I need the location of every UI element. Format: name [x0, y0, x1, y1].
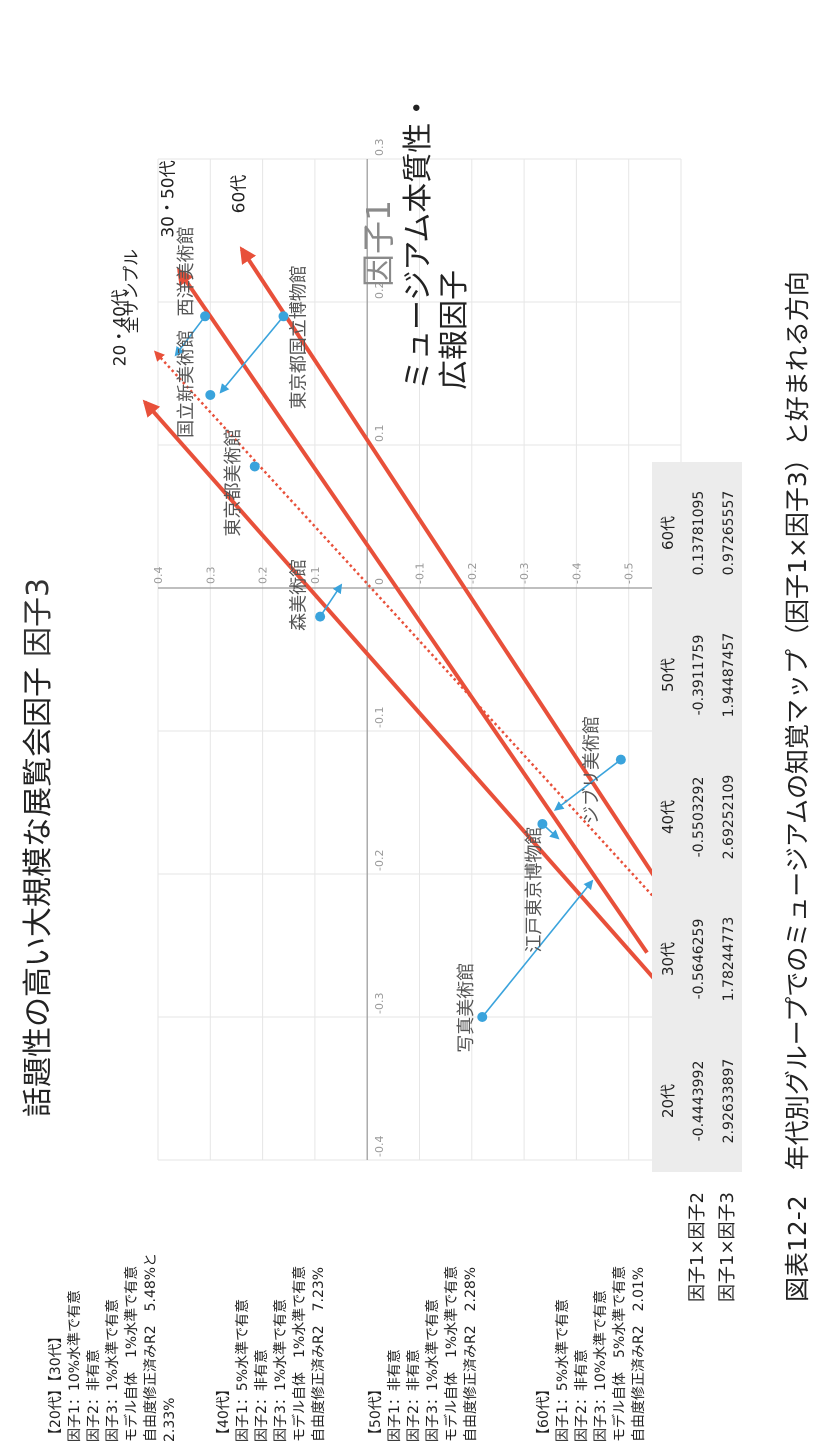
y-tick-label: 0.1	[309, 567, 322, 585]
x-tick-label: -0.1	[373, 707, 386, 728]
data-point	[615, 754, 626, 765]
series-arrow	[239, 246, 660, 883]
note-line: モデル自体 1%水準で有意	[291, 1266, 308, 1442]
series-label: 20・40代	[111, 289, 131, 366]
projection-arrow	[553, 758, 622, 811]
x-tick-label: 0.2	[373, 282, 386, 300]
table-cell: 0.97265557	[721, 491, 737, 576]
y-axis-sublabel: ミュージアム本質性・	[401, 93, 436, 390]
data-point	[249, 461, 260, 472]
note-heading: 【60代】	[536, 1382, 552, 1442]
note-line: 2.33%	[162, 1398, 178, 1442]
table-header-cell: 60代	[659, 516, 677, 550]
series-label: 全サンプル	[122, 249, 142, 334]
data-point	[205, 389, 216, 400]
y-axis-label: 因子1	[359, 200, 398, 287]
note-heading: 【40代】	[216, 1382, 232, 1442]
table-row-label: 因子1×因子3	[717, 1192, 738, 1302]
series-label: 30・50代	[159, 160, 179, 237]
note-heading: 【50代】	[368, 1382, 384, 1442]
x-tick-label: -0.2	[373, 850, 386, 871]
note-line: 因子1：非有意	[386, 1349, 403, 1442]
table-cell: -0.5646259	[691, 919, 707, 1000]
y-tick-label: -0.5	[623, 563, 636, 584]
x-tick-label: 0.3	[373, 139, 386, 157]
series-label: 60代	[229, 175, 249, 214]
x-tick-label: 0.1	[373, 425, 386, 443]
note-line: 因子1：5%水準で有意	[234, 1299, 251, 1442]
table-cell: 2.92633897	[721, 1059, 737, 1144]
y-tick-label: -0.3	[518, 563, 531, 584]
point-label: 江戸東京博物館	[524, 827, 545, 953]
x-tick-label: -0.3	[373, 993, 386, 1014]
point-label: 写真美術館	[456, 963, 477, 1053]
y-tick-label: 0.2	[257, 567, 270, 585]
y-tick-label: 0.3	[204, 567, 217, 585]
data-point	[315, 611, 326, 622]
series-line-overall	[153, 350, 654, 897]
series-arrow	[142, 399, 665, 990]
data-point	[477, 1012, 488, 1022]
table-header-cell: 20代	[659, 1084, 677, 1118]
point-label: ジブリ美術館	[580, 716, 602, 824]
x-axis-label: 因子3	[21, 578, 56, 657]
note-line: 因子2：非有意	[85, 1349, 102, 1442]
note-line: 因子2：非有意	[405, 1349, 422, 1442]
note-line: 因子1：5%水準で有意	[554, 1299, 571, 1442]
x-tick-label: -0.4	[373, 1136, 386, 1157]
note-line: 因子3：1%水準で有意	[424, 1299, 441, 1442]
table-header-cell: 30代	[659, 942, 677, 976]
note-line: 自由度修正済みR2 2.28%	[463, 1267, 479, 1442]
significance-notes: 【20代】【30代】 因子1：10%水準で有意 因子2：非有意 因子3：1%水準で有意…	[48, 1253, 647, 1442]
note-line: 因子2：非有意	[573, 1349, 590, 1442]
note-line: モデル自体 1%水準で有意	[123, 1266, 140, 1442]
note-line: モデル自体 1%水準で有意	[443, 1266, 460, 1442]
table-row-label: 因子1×因子2	[687, 1192, 708, 1302]
table-cell: -0.3911759	[691, 635, 707, 716]
note-line: 自由度修正済みR2 5.48%と	[143, 1253, 159, 1442]
point-label: 東京都国立博物館	[288, 265, 309, 409]
projection-arrow	[481, 879, 594, 1018]
point-label: 東京都美術館	[223, 429, 244, 537]
projection-arrow	[174, 315, 206, 357]
table-cell: -0.5503292	[691, 777, 707, 858]
table-body-bg	[652, 462, 742, 1172]
note-line: 因子3：10%水準で有意	[592, 1290, 609, 1442]
table-cell: 2.69252109	[721, 775, 737, 860]
chart-title: 話題性の高い大規模な展覧会因子	[21, 667, 56, 1117]
note-line: 因子3：1%水準で有意	[272, 1299, 289, 1442]
y-tick-label: -0.2	[466, 563, 479, 584]
table-cell: 1.78244773	[721, 917, 737, 1002]
note-line: 因子1：10%水準で有意	[66, 1290, 83, 1442]
y-tick-label: 0.4	[152, 567, 165, 585]
point-label: 西洋美術館	[176, 226, 197, 316]
series-arrow	[177, 267, 649, 954]
table-cell: 1.94487457	[721, 633, 737, 718]
table-cell: 0.13781095	[691, 491, 707, 576]
y-tick-label: -0.4	[570, 563, 583, 584]
data-point	[200, 311, 211, 322]
table-header-cell: 50代	[659, 658, 677, 692]
figure-caption: 図表12-2 年代別グループでのミュージアムの知覚マップ（因子1×因子3）と好ま…	[783, 271, 812, 1302]
note-heading: 【20代】【30代】	[48, 1329, 64, 1442]
x-tick-label: 0	[373, 578, 386, 585]
projection-arrow	[319, 583, 343, 618]
data-point	[537, 818, 548, 829]
plot-area: -0.4 -0.3 -0.2 -0.1 0 0.1 0.2 0.3 0.4 0.3 0.2 0.1 -0…	[111, 139, 688, 1161]
point-label: 国立新美術館	[176, 330, 197, 438]
note-line: 因子3：1%水準で有意	[104, 1299, 121, 1442]
note-line: 自由度修正済みR2 7.23%	[311, 1267, 327, 1442]
table-cell: -0.4443992	[691, 1061, 707, 1142]
y-tick-label: -0.1	[414, 563, 427, 584]
y-axis-sublabel-2: 広報因子	[437, 270, 472, 390]
projection-arrow	[219, 315, 285, 394]
data-point	[278, 311, 289, 322]
note-line: 因子2：非有意	[253, 1349, 270, 1442]
point-label: 森美術館	[288, 559, 309, 631]
note-line: モデル自体 5%水準で有意	[611, 1266, 628, 1442]
table-header-cell: 40代	[659, 800, 677, 834]
note-line: 自由度修正済みR2 2.01%	[631, 1267, 647, 1442]
